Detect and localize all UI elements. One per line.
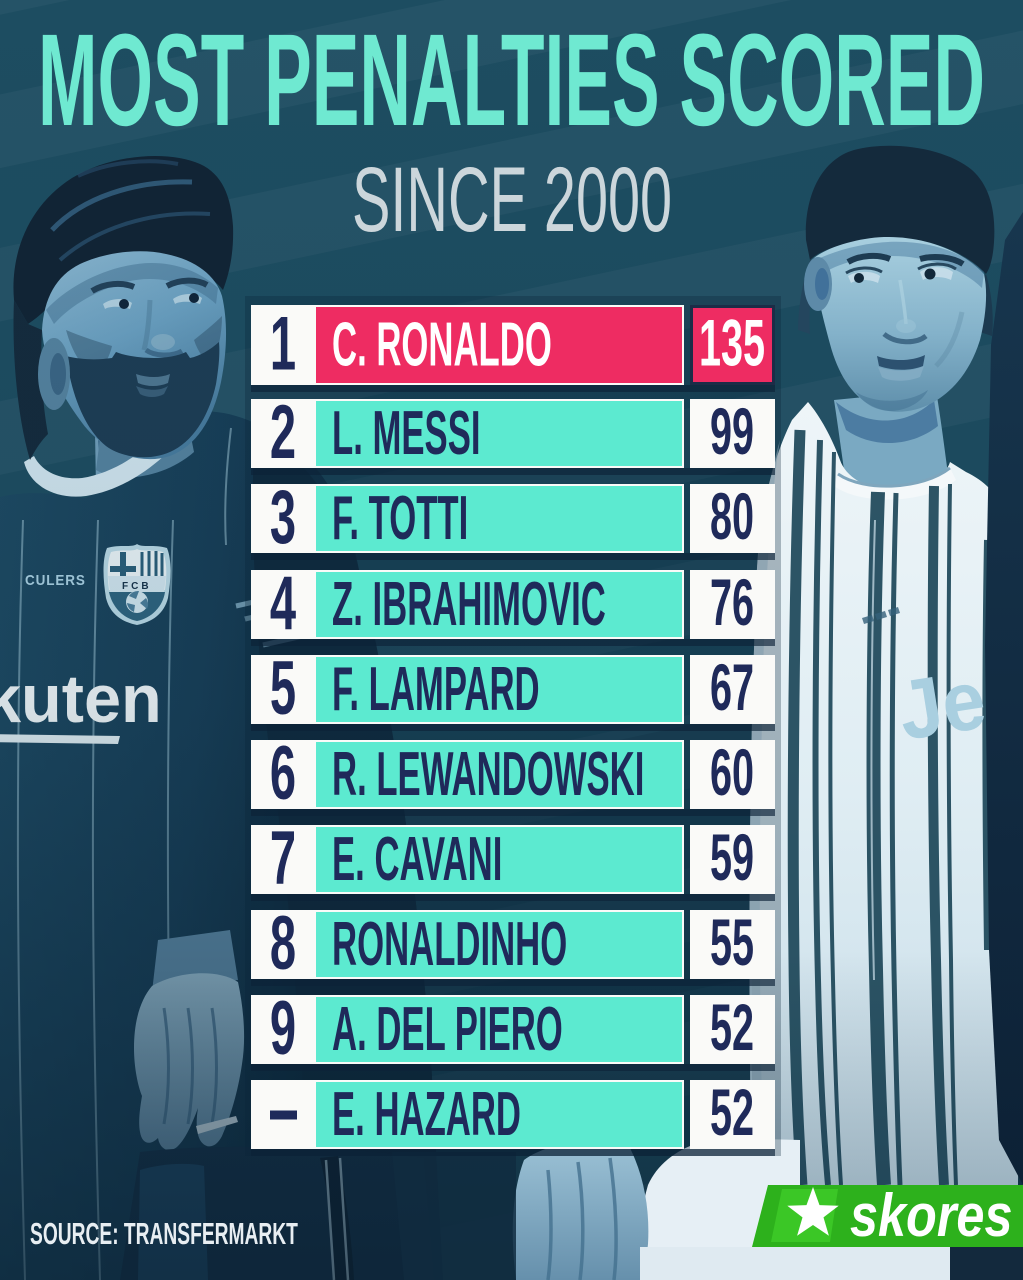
svg-text:76: 76 [710,566,754,640]
svg-text:1: 1 [270,302,296,386]
svg-text:C. RONALDO: C. RONALDO [332,310,552,379]
svg-text:MOST PENALTIES SCORED: MOST PENALTIES SCORED [38,6,985,153]
svg-text:F. TOTTI: F. TOTTI [332,483,468,552]
svg-text:99: 99 [710,395,754,469]
svg-text:R. LEWANDOWSKI: R. LEWANDOWSKI [332,739,644,808]
svg-text:80: 80 [710,480,754,554]
svg-text:A. DEL PIERO: A. DEL PIERO [332,994,563,1063]
svg-text:60: 60 [710,736,754,810]
svg-text:6: 6 [270,732,296,816]
svg-text:67: 67 [710,651,754,725]
svg-text:4: 4 [270,562,296,646]
svg-text:E. CAVANI: E. CAVANI [332,824,502,893]
svg-text:2: 2 [270,391,296,475]
svg-text:E. HAZARD: E. HAZARD [332,1079,521,1148]
svg-text:SINCE 2000: SINCE 2000 [352,149,672,251]
svg-text:RONALDINHO: RONALDINHO [332,909,567,978]
svg-text:F. LAMPARD: F. LAMPARD [332,654,540,723]
svg-text:9: 9 [270,987,296,1071]
svg-text:L. MESSI: L. MESSI [332,398,481,467]
svg-text:52: 52 [710,991,754,1065]
svg-text:8: 8 [270,902,296,986]
svg-text:3: 3 [270,476,296,560]
svg-text:59: 59 [710,821,754,895]
svg-text:135: 135 [699,306,765,380]
svg-text:52: 52 [710,1076,754,1150]
svg-text:SOURCE: TRANSFERMARKT: SOURCE: TRANSFERMARKT [30,1218,298,1252]
svg-text:Z. IBRAHIMOVIC: Z. IBRAHIMOVIC [332,569,606,638]
svg-text:55: 55 [710,906,754,980]
svg-text:skores: skores [850,1182,1012,1249]
svg-text:5: 5 [270,647,296,731]
svg-text:7: 7 [270,817,296,901]
